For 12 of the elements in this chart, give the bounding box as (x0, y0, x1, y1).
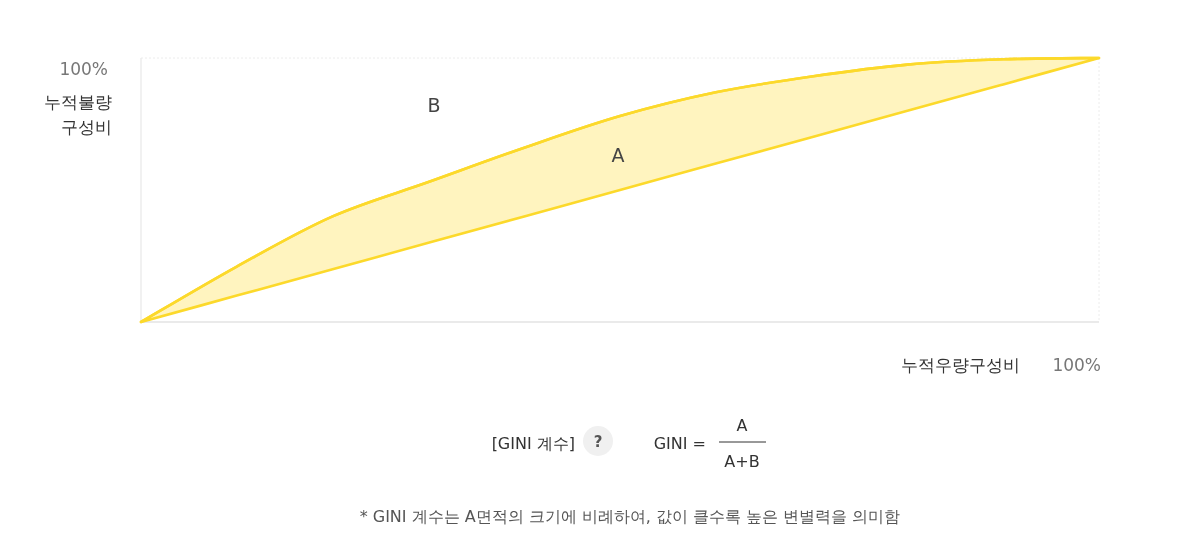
text: 100% (59, 59, 108, 79)
annotation: B (427, 94, 441, 116)
text: A+B (724, 452, 760, 471)
text: * GINI 계수는 A면적의 크기에 비례하여, 값이 클수록 높은 변별력을 의미함 (359, 507, 901, 526)
y-axis-title: 누적불량 구성비 (43, 91, 112, 139)
text: [GINI 계수] (491, 434, 575, 453)
annotation: A (611, 144, 625, 166)
x-axis-title: 누적우량구성비 (901, 355, 1020, 375)
text: A (736, 416, 748, 435)
text: GINI = (653, 434, 706, 453)
text: 100% (1052, 355, 1101, 375)
icon-help: ? (583, 426, 613, 456)
